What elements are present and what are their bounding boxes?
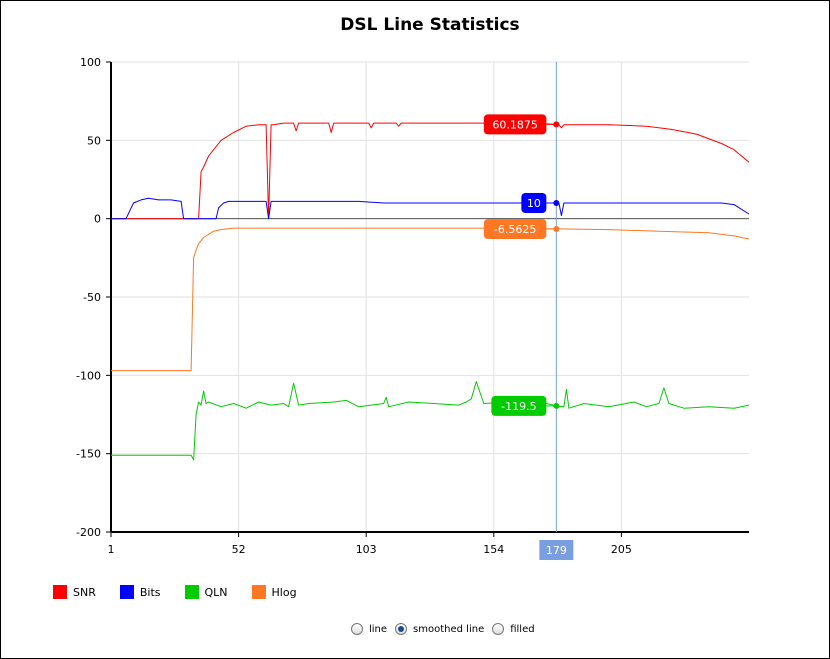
cursor-x-text: 179 bbox=[546, 544, 567, 557]
tooltip-box bbox=[521, 193, 547, 213]
mode-filled-label: filled bbox=[510, 623, 535, 635]
mode-line-label: line bbox=[369, 623, 388, 635]
y-tick-label: -200 bbox=[76, 526, 101, 539]
tooltip-label: 10 bbox=[527, 197, 541, 210]
x-tick-label: 154 bbox=[483, 543, 504, 556]
y-tick-label: -150 bbox=[76, 448, 101, 461]
legend-item-qln[interactable]: QLN bbox=[184, 585, 228, 599]
series-line-hlog bbox=[111, 227, 750, 372]
y-tick-label: -100 bbox=[76, 369, 101, 382]
y-tick-label: 0 bbox=[94, 213, 101, 226]
mode-line-radio[interactable] bbox=[351, 623, 363, 635]
legend-swatch bbox=[251, 585, 266, 599]
mode-smoothed-line-label: smoothed line bbox=[413, 623, 485, 635]
render-mode-selector: line smoothed line filled bbox=[351, 623, 543, 635]
legend-label: QLN bbox=[204, 585, 228, 599]
tooltip-label: 60.1875 bbox=[492, 118, 538, 131]
cursor-x-box bbox=[539, 540, 574, 560]
tooltip-bits: 10 bbox=[521, 193, 557, 213]
tooltip-qln: -119.5 bbox=[491, 395, 557, 416]
chart-legend: SNR Bits QLN Hlog bbox=[53, 585, 321, 599]
series-line-snr bbox=[111, 122, 750, 220]
tooltip-snr: 60.1875 bbox=[483, 114, 557, 135]
mode-filled-radio[interactable] bbox=[492, 623, 505, 635]
tooltip-box bbox=[483, 218, 547, 239]
legend-swatch bbox=[184, 585, 199, 599]
legend-item-snr[interactable]: SNR bbox=[53, 585, 96, 599]
y-tick-label: -50 bbox=[83, 291, 101, 304]
tooltip-hlog: -6.5625 bbox=[483, 218, 557, 239]
mode-smoothed-line-option[interactable]: smoothed line bbox=[395, 623, 484, 635]
legend-label: Bits bbox=[139, 585, 161, 599]
legend-item-bits[interactable]: Bits bbox=[119, 585, 161, 599]
legend-swatch bbox=[119, 585, 134, 599]
series-line-bits bbox=[111, 197, 750, 220]
tooltip-label: -6.5625 bbox=[494, 223, 536, 236]
mode-smoothed-line-radio[interactable] bbox=[395, 623, 408, 635]
mode-line-option[interactable]: line bbox=[351, 623, 387, 635]
legend-item-hlog[interactable]: Hlog bbox=[251, 585, 297, 599]
tooltip-box bbox=[483, 114, 547, 135]
legend-label: SNR bbox=[73, 585, 96, 599]
x-tick-label: 52 bbox=[232, 543, 246, 556]
legend-swatch bbox=[53, 585, 67, 599]
y-tick-label: 50 bbox=[87, 134, 101, 147]
y-tick-label: 100 bbox=[80, 56, 101, 69]
x-tick-label: 103 bbox=[356, 543, 377, 556]
x-tick-label: 205 bbox=[611, 543, 632, 556]
tooltip-label: -119.5 bbox=[501, 400, 536, 413]
series-line-qln bbox=[111, 381, 750, 461]
x-tick-label: 1 bbox=[108, 543, 115, 556]
mode-filled-option[interactable]: filled bbox=[492, 623, 535, 635]
legend-label: Hlog bbox=[271, 585, 297, 599]
tooltip-box bbox=[491, 395, 547, 416]
cursor-x-label: 179 bbox=[539, 540, 574, 560]
chart-title: DSL Line Statistics bbox=[340, 15, 519, 35]
